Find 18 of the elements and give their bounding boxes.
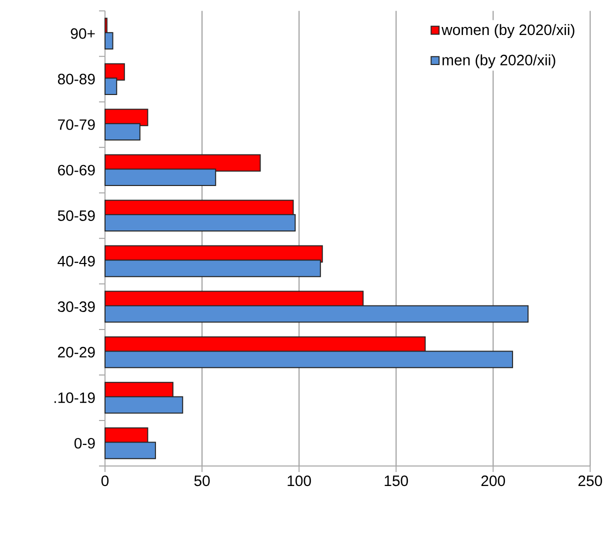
x-tick-label: 250: [578, 476, 602, 486]
y-tick-label: 50-59: [58, 210, 95, 221]
y-tick-label: 20-29: [58, 346, 95, 358]
x-tick-label: 0: [101, 476, 109, 486]
y-tick-label: 90+: [70, 28, 95, 39]
legend-label: men (by 2020/xii): [442, 54, 556, 68]
y-tick-label: 0-9: [74, 438, 95, 449]
y-tick-label: 40-49: [58, 256, 95, 266]
y-tick-label: 70-79: [58, 119, 95, 130]
x-tick-label: 200: [481, 476, 506, 486]
y-tick-label: 80-89: [58, 74, 95, 84]
x-tick-label: 50: [194, 476, 210, 486]
legend-label: women (by 2020/xii): [442, 24, 574, 38]
x-tick-label: 150: [384, 476, 408, 486]
y-tick-label: 30-39: [58, 301, 95, 312]
y-tick-label: .10-19: [54, 392, 95, 404]
y-tick-label: 60-69: [58, 164, 95, 176]
x-tick-label: 100: [288, 476, 311, 486]
